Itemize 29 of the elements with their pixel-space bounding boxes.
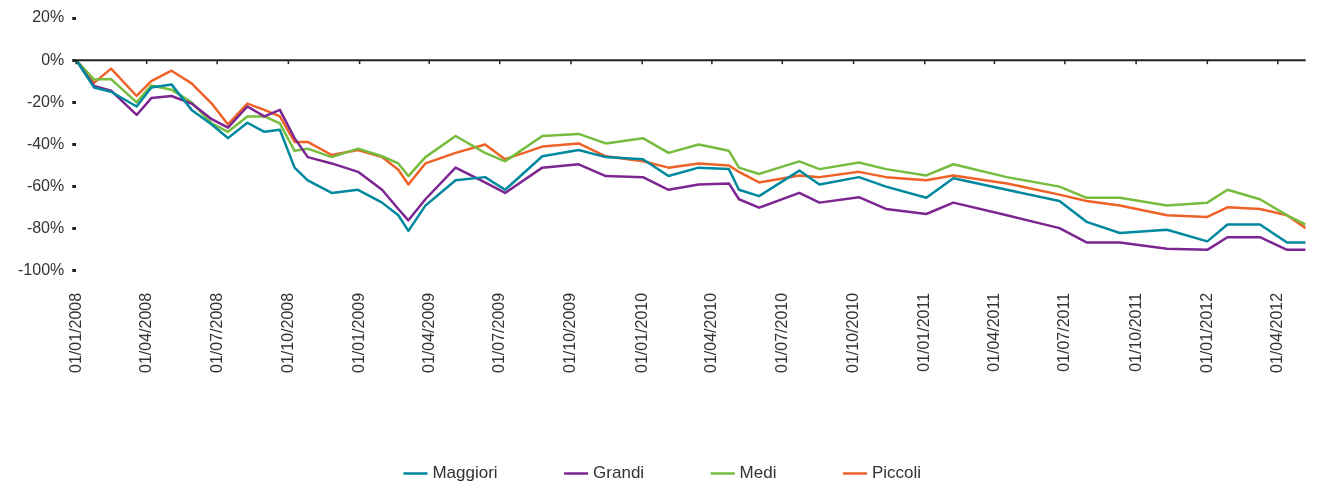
legend-label: Maggiori [432, 463, 498, 483]
legend-label: Grandi [593, 463, 645, 483]
x-tick-label: 01/04/2010 [702, 292, 720, 373]
x-tick-label: 01/10/2009 [561, 292, 579, 373]
x-tick-label: 01/04/2012 [1268, 292, 1286, 373]
x-tick-label: 01/01/2009 [350, 292, 368, 373]
x-tick-label: 01/04/2008 [137, 292, 155, 373]
x-tick-label: 01/10/2010 [843, 292, 861, 373]
x-tick-label: 01/01/2008 [66, 292, 84, 373]
y-tick-label: 0% [41, 50, 65, 68]
x-tick-label: 01/07/2009 [490, 292, 508, 373]
x-tick-label: 01/07/2011 [1055, 292, 1073, 372]
y-tick-label: -60% [26, 177, 65, 195]
y-tick-label: -40% [26, 134, 65, 152]
x-tick-label: 01/07/2010 [772, 292, 790, 373]
x-tick-label: 01/01/2012 [1197, 292, 1215, 373]
y-tick-label: -80% [26, 219, 65, 237]
x-tick-label: 01/10/2011 [1126, 292, 1144, 372]
y-tick-label: -20% [26, 92, 65, 110]
x-tick-label: 01/10/2008 [278, 292, 296, 373]
y-tick-label: 20% [32, 8, 65, 26]
x-tick-label: 01/01/2011 [915, 292, 933, 372]
legend-label: Medi [739, 463, 777, 483]
y-tick-label: -100% [18, 261, 65, 279]
legend-label: Piccoli [871, 463, 922, 483]
x-tick-label: 01/04/2009 [419, 292, 437, 373]
x-tick-label: 01/04/2011 [984, 292, 1002, 372]
x-tick-label: 01/07/2008 [207, 292, 225, 373]
x-tick-label: 01/01/2010 [632, 292, 650, 373]
